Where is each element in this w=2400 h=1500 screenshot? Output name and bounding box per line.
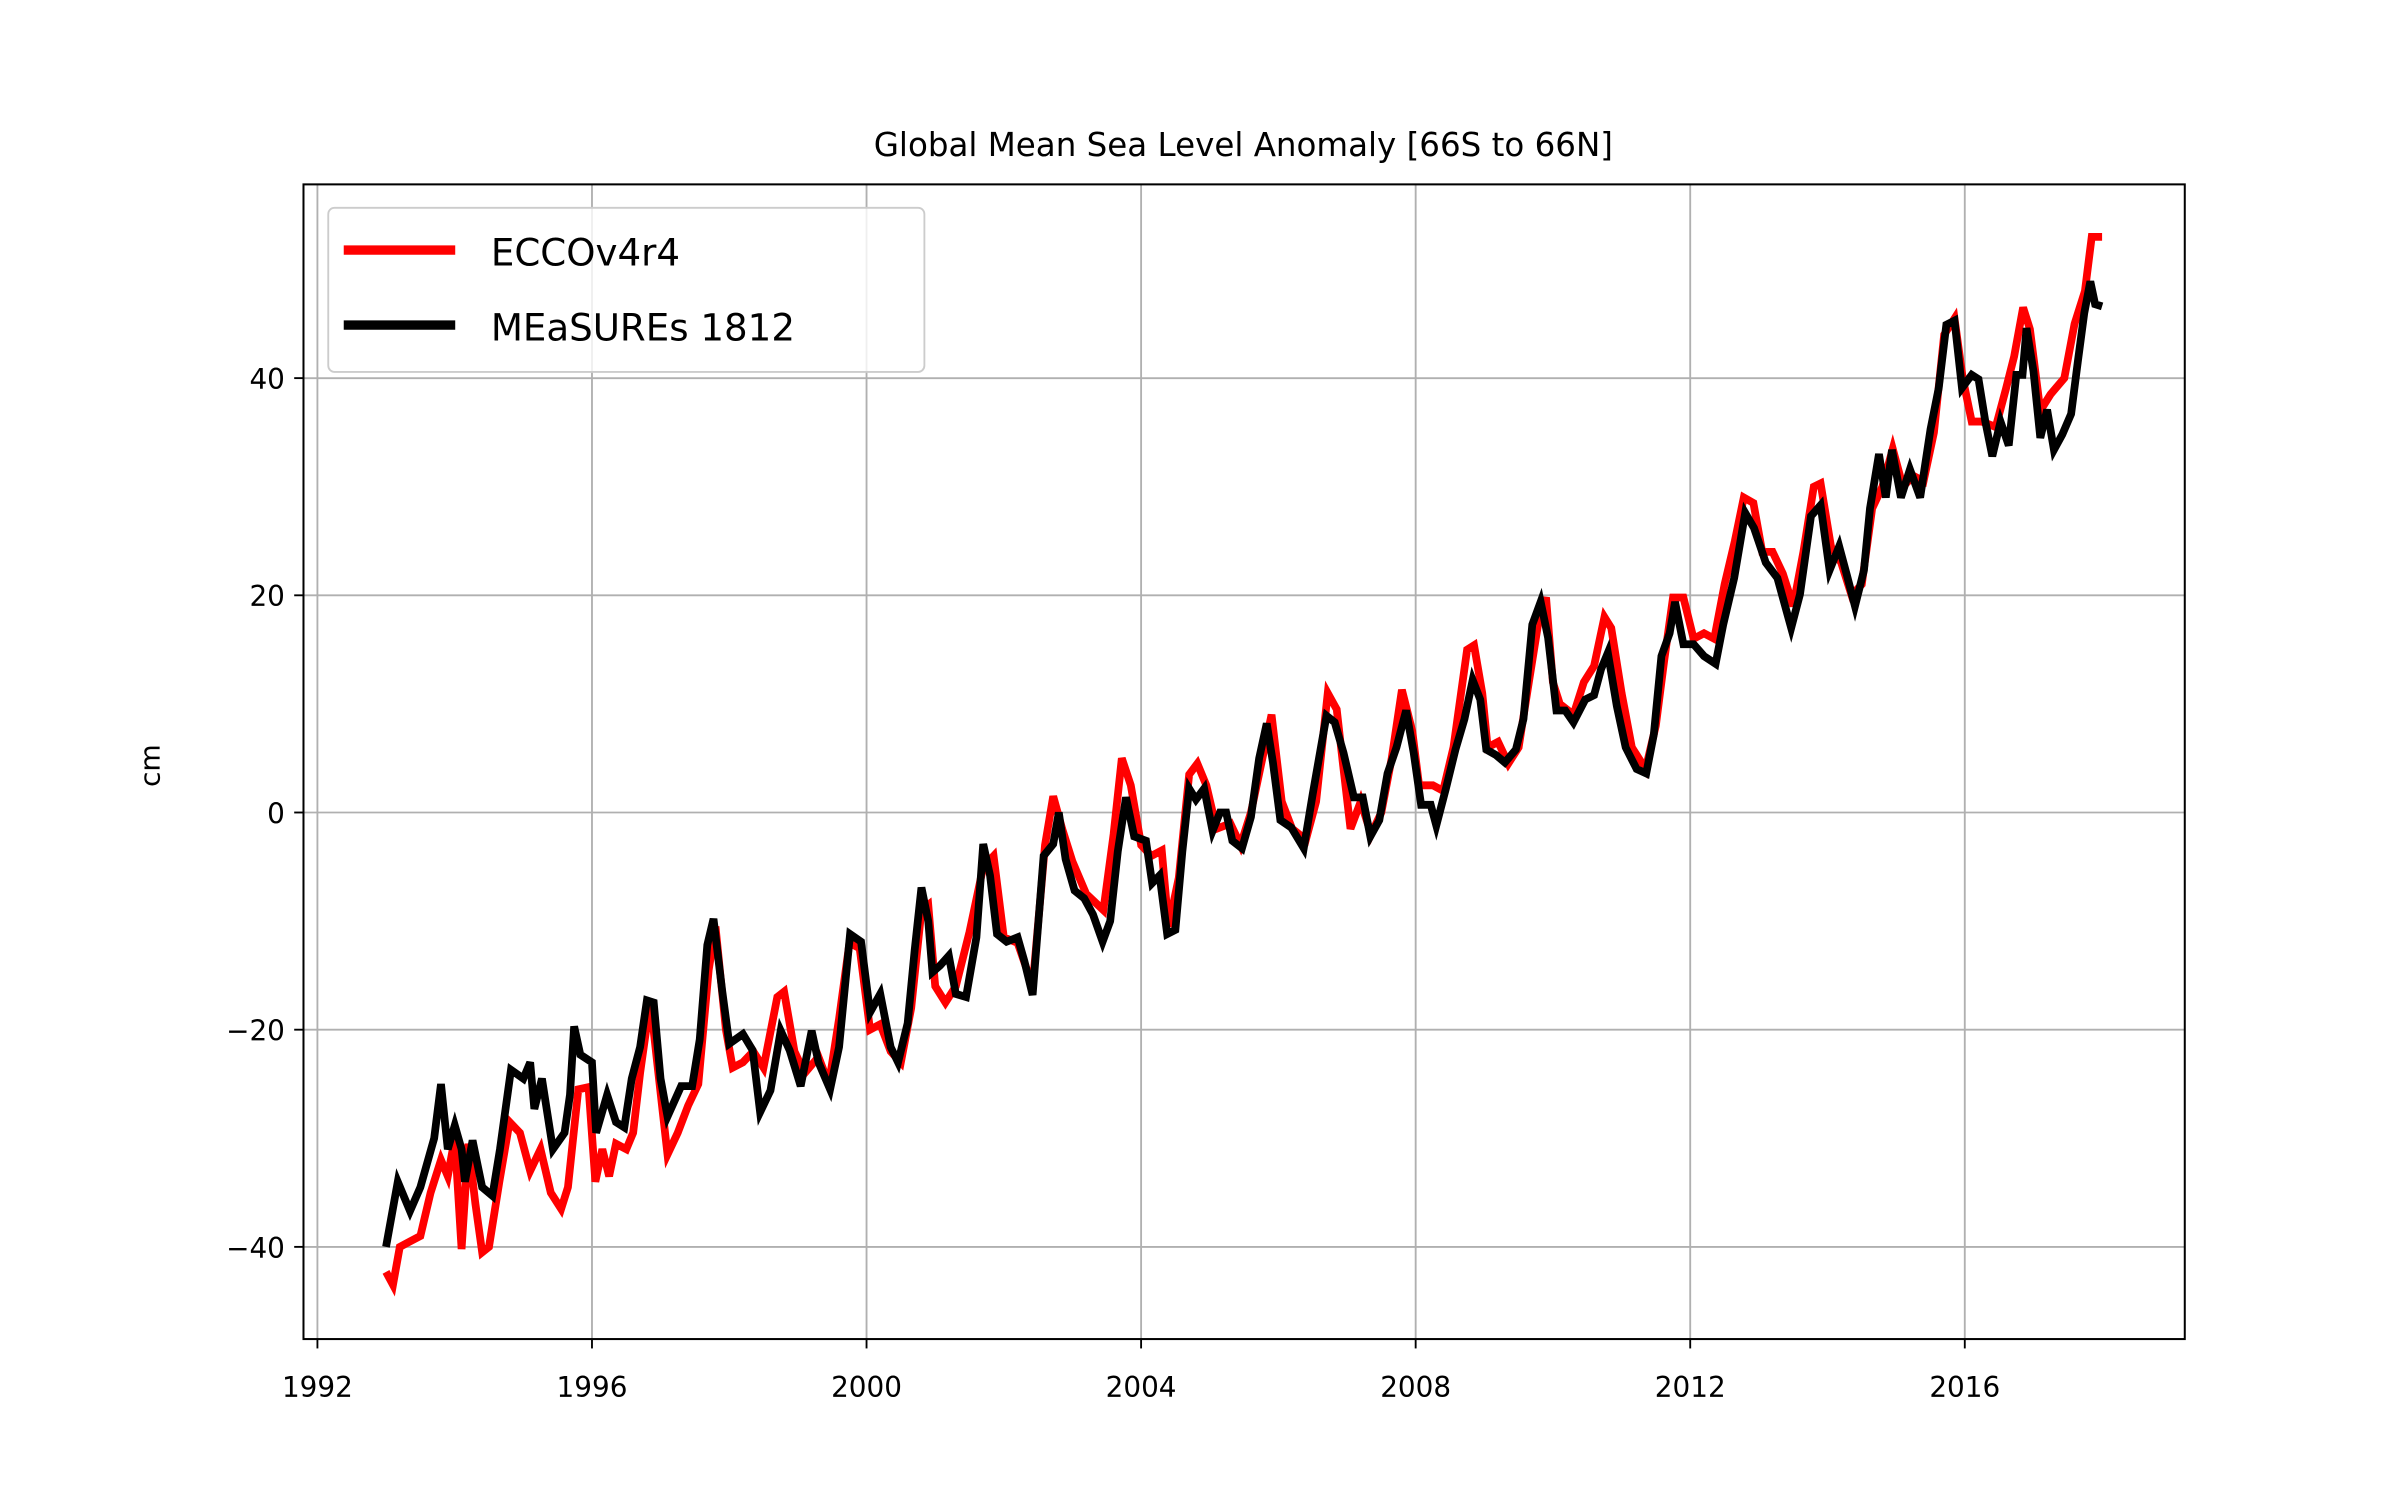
x-tick-label: 2012 (1655, 1371, 1726, 1404)
x-tick-label: 2008 (1380, 1371, 1451, 1404)
y-axis-label: cm (134, 744, 167, 787)
legend-label-ecco: ECCOv4r4 (491, 230, 680, 274)
x-tick-label: 2004 (1106, 1371, 1177, 1404)
x-tick-label: 2016 (1929, 1371, 2000, 1404)
x-axis: 1992 1996 2000 2004 2008 2012 2016 (282, 1339, 2000, 1404)
legend: ECCOv4r4 MEaSUREs 1812 (327, 206, 926, 373)
y-tick-label: −20 (226, 1015, 285, 1048)
y-tick-label: 0 (267, 797, 285, 830)
y-tick-label: 40 (249, 363, 284, 396)
series-lines (382, 232, 2104, 1297)
grid (303, 184, 2185, 1340)
chart-title: Global Mean Sea Level Anomaly [66S to 66… (874, 126, 1613, 164)
y-tick-label: −40 (226, 1232, 285, 1265)
x-tick-label: 1996 (557, 1371, 628, 1404)
legend-box (327, 206, 926, 373)
series-line-measures-1812 (382, 280, 2104, 1248)
series-line-eccov4r4 (382, 232, 2103, 1297)
legend-label-measures: MEaSUREs 1812 (491, 305, 795, 349)
y-tick-label: 20 (249, 580, 284, 613)
plot-frame (302, 183, 2186, 1341)
x-tick-label: 2000 (831, 1371, 902, 1404)
y-axis: −40 −20 0 20 40 (226, 363, 304, 1265)
x-tick-label: 1992 (282, 1371, 353, 1404)
